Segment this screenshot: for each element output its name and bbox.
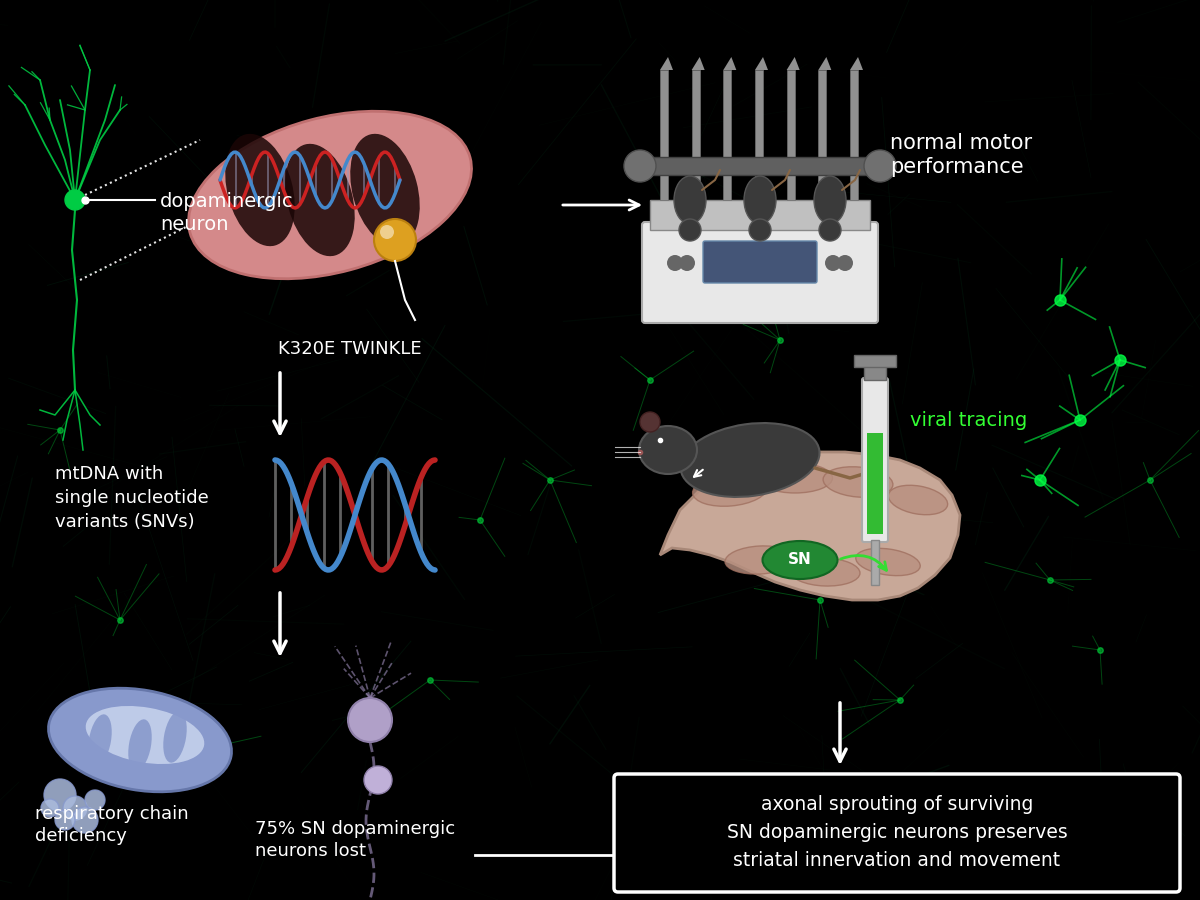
Polygon shape xyxy=(818,57,832,70)
Polygon shape xyxy=(755,57,768,70)
Circle shape xyxy=(72,807,98,833)
Circle shape xyxy=(826,255,841,271)
Ellipse shape xyxy=(226,134,295,247)
Circle shape xyxy=(667,255,683,271)
Circle shape xyxy=(364,766,392,794)
Ellipse shape xyxy=(640,412,660,432)
Ellipse shape xyxy=(744,176,776,224)
Text: SN: SN xyxy=(788,553,812,568)
Ellipse shape xyxy=(814,176,846,224)
Circle shape xyxy=(41,799,59,817)
Bar xyxy=(850,70,858,200)
FancyBboxPatch shape xyxy=(703,241,817,283)
Text: viral tracing: viral tracing xyxy=(910,410,1027,429)
Circle shape xyxy=(348,698,392,742)
Bar xyxy=(650,200,870,230)
Ellipse shape xyxy=(674,176,706,224)
Ellipse shape xyxy=(89,715,112,766)
Bar xyxy=(866,433,883,534)
Ellipse shape xyxy=(818,219,841,241)
Ellipse shape xyxy=(725,546,794,574)
Circle shape xyxy=(64,796,88,820)
Bar xyxy=(854,355,896,367)
Ellipse shape xyxy=(757,463,833,493)
Text: mtDNA with
single nucleotide
variants (SNVs): mtDNA with single nucleotide variants (S… xyxy=(55,465,209,531)
Bar xyxy=(640,157,880,175)
Text: 75% SN dopaminergic
neurons lost: 75% SN dopaminergic neurons lost xyxy=(256,820,455,860)
Circle shape xyxy=(624,150,656,182)
Polygon shape xyxy=(660,57,673,70)
Circle shape xyxy=(85,790,106,810)
Text: dopaminergic
neuron: dopaminergic neuron xyxy=(160,192,294,235)
Ellipse shape xyxy=(374,219,416,261)
Circle shape xyxy=(679,255,695,271)
FancyBboxPatch shape xyxy=(862,378,888,542)
Bar xyxy=(724,70,731,200)
Ellipse shape xyxy=(762,541,838,579)
Bar xyxy=(818,70,827,200)
Bar xyxy=(787,70,794,200)
Text: normal motor
performance: normal motor performance xyxy=(890,132,1032,177)
Ellipse shape xyxy=(286,144,355,256)
Polygon shape xyxy=(691,57,704,70)
Text: K320E TWINKLE: K320E TWINKLE xyxy=(278,340,422,358)
Polygon shape xyxy=(724,57,737,70)
Bar xyxy=(755,70,763,200)
Ellipse shape xyxy=(749,219,772,241)
Circle shape xyxy=(838,255,853,271)
FancyBboxPatch shape xyxy=(642,222,878,323)
Ellipse shape xyxy=(85,706,204,764)
Circle shape xyxy=(65,190,85,210)
Circle shape xyxy=(864,150,896,182)
Ellipse shape xyxy=(790,558,860,586)
Text: respiratory chain
deficiency: respiratory chain deficiency xyxy=(35,805,188,845)
Bar xyxy=(871,540,878,585)
Ellipse shape xyxy=(679,219,701,241)
Polygon shape xyxy=(850,57,863,70)
Ellipse shape xyxy=(350,134,420,247)
Bar xyxy=(691,70,700,200)
Bar xyxy=(660,70,668,200)
Circle shape xyxy=(44,779,76,811)
Ellipse shape xyxy=(856,548,920,576)
Text: axonal sprouting of surviving
SN dopaminergic neurons preserves
striatal innerva: axonal sprouting of surviving SN dopamin… xyxy=(727,796,1067,870)
Polygon shape xyxy=(787,57,799,70)
Ellipse shape xyxy=(48,688,232,792)
Bar xyxy=(864,365,886,380)
Ellipse shape xyxy=(823,467,893,498)
Ellipse shape xyxy=(380,225,394,239)
Ellipse shape xyxy=(640,426,697,474)
Ellipse shape xyxy=(680,423,820,497)
Ellipse shape xyxy=(188,112,472,279)
Ellipse shape xyxy=(888,485,948,515)
Ellipse shape xyxy=(692,473,767,507)
Polygon shape xyxy=(660,452,960,600)
Ellipse shape xyxy=(128,719,151,770)
FancyBboxPatch shape xyxy=(614,774,1180,892)
Ellipse shape xyxy=(163,711,187,762)
Circle shape xyxy=(55,810,74,830)
